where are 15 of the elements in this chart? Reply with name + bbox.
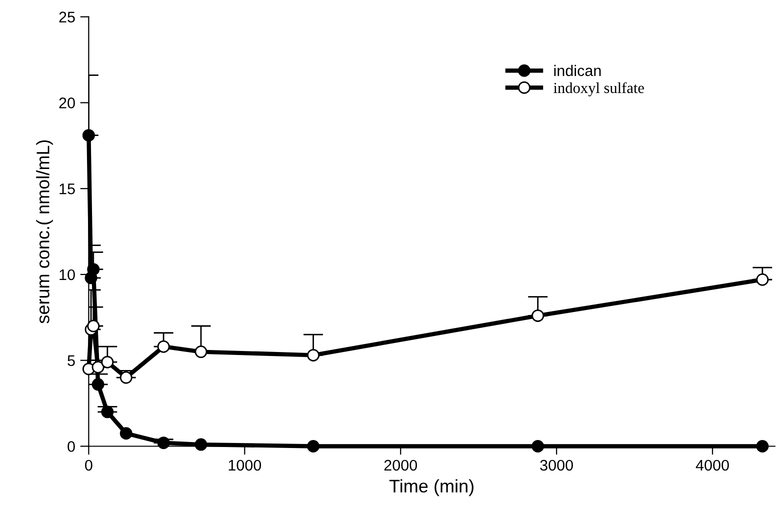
y-tick-label: 5	[68, 355, 75, 366]
x-tick-label: 4000	[696, 460, 729, 471]
x-tick-label: 3000	[540, 460, 573, 471]
y-axis-title: serum conc.( nmol/mL)	[36, 140, 53, 324]
y-tick-label: 25	[59, 12, 75, 22]
y-tick-label: 15	[60, 184, 75, 194]
x-tick-label: 0	[85, 460, 92, 471]
x-axis-title: Time (min)	[389, 479, 474, 496]
legend-label: indican	[554, 64, 601, 76]
y-tick-label: 10	[60, 269, 75, 280]
y-tick-label: 0	[68, 441, 75, 452]
x-tick-label: 1000	[228, 460, 262, 471]
x-tick-label: 2000	[384, 460, 417, 471]
legend-label: indoxyl sulfate	[554, 82, 644, 96]
y-tick-label: 20	[59, 98, 75, 108]
